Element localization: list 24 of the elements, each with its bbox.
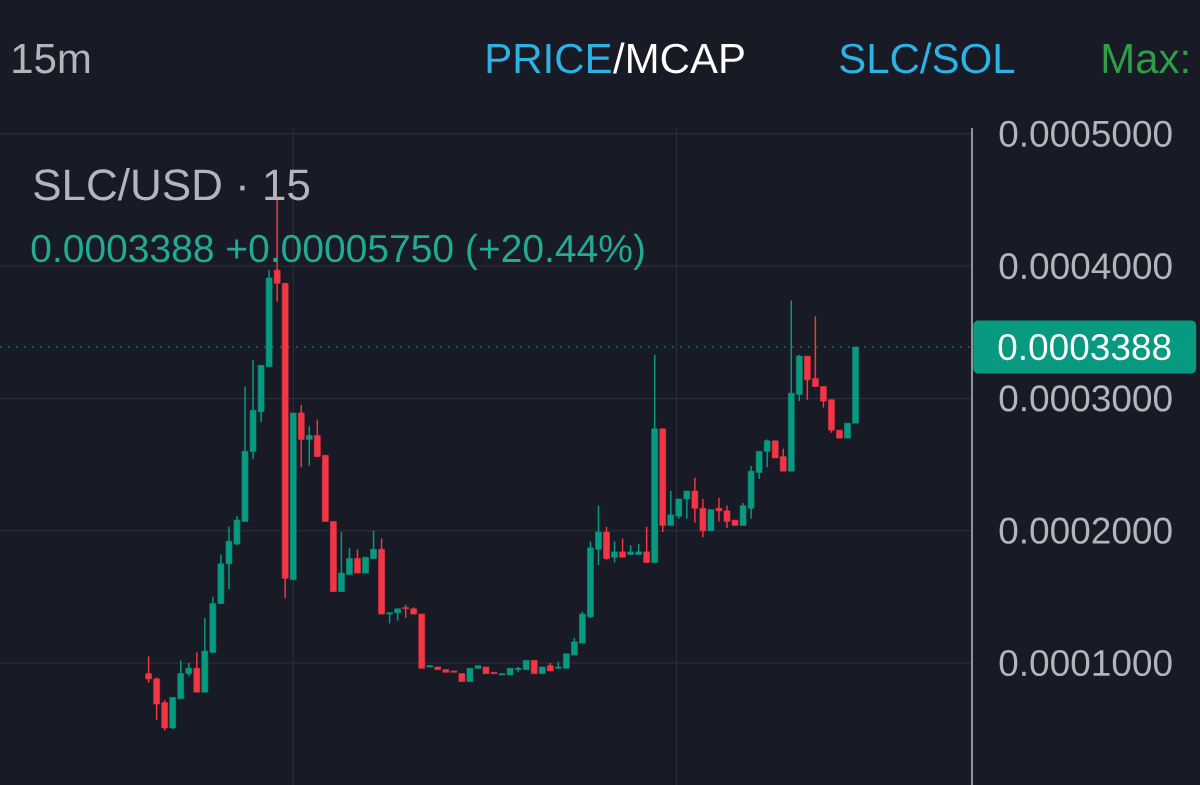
text: 15m — [13, 44, 90, 74]
text: SLC/SOL — [840, 42, 1015, 74]
text: SLC/USD · 15 — [34, 168, 310, 201]
text: PRICE — [487, 43, 611, 74]
candlestick — [643, 526, 650, 564]
y-tick-label: 0.0005000 — [999, 120, 1172, 147]
candlestick — [426, 665, 434, 668]
candlestick — [619, 537, 626, 558]
ref-line-label: 0.0003388 — [998, 333, 1171, 361]
y-tick-label: 0.0001000 — [999, 649, 1172, 677]
y-tick-label: 0.0003000 — [999, 385, 1172, 412]
candlestick — [611, 540, 618, 564]
candlestick — [707, 509, 715, 532]
text: /MCAP — [612, 42, 744, 74]
y-tick-label: 0.0002000 — [999, 517, 1172, 544]
candlestick — [354, 548, 361, 574]
text: Max: — [1103, 44, 1188, 74]
candlestick — [289, 412, 297, 580]
candlestick — [306, 425, 313, 467]
candlestick — [458, 673, 466, 682]
y-tick-label: 0.0004000 — [999, 253, 1172, 280]
candlestick — [530, 660, 538, 674]
candlestick — [538, 666, 546, 674]
candlestick — [193, 651, 201, 693]
